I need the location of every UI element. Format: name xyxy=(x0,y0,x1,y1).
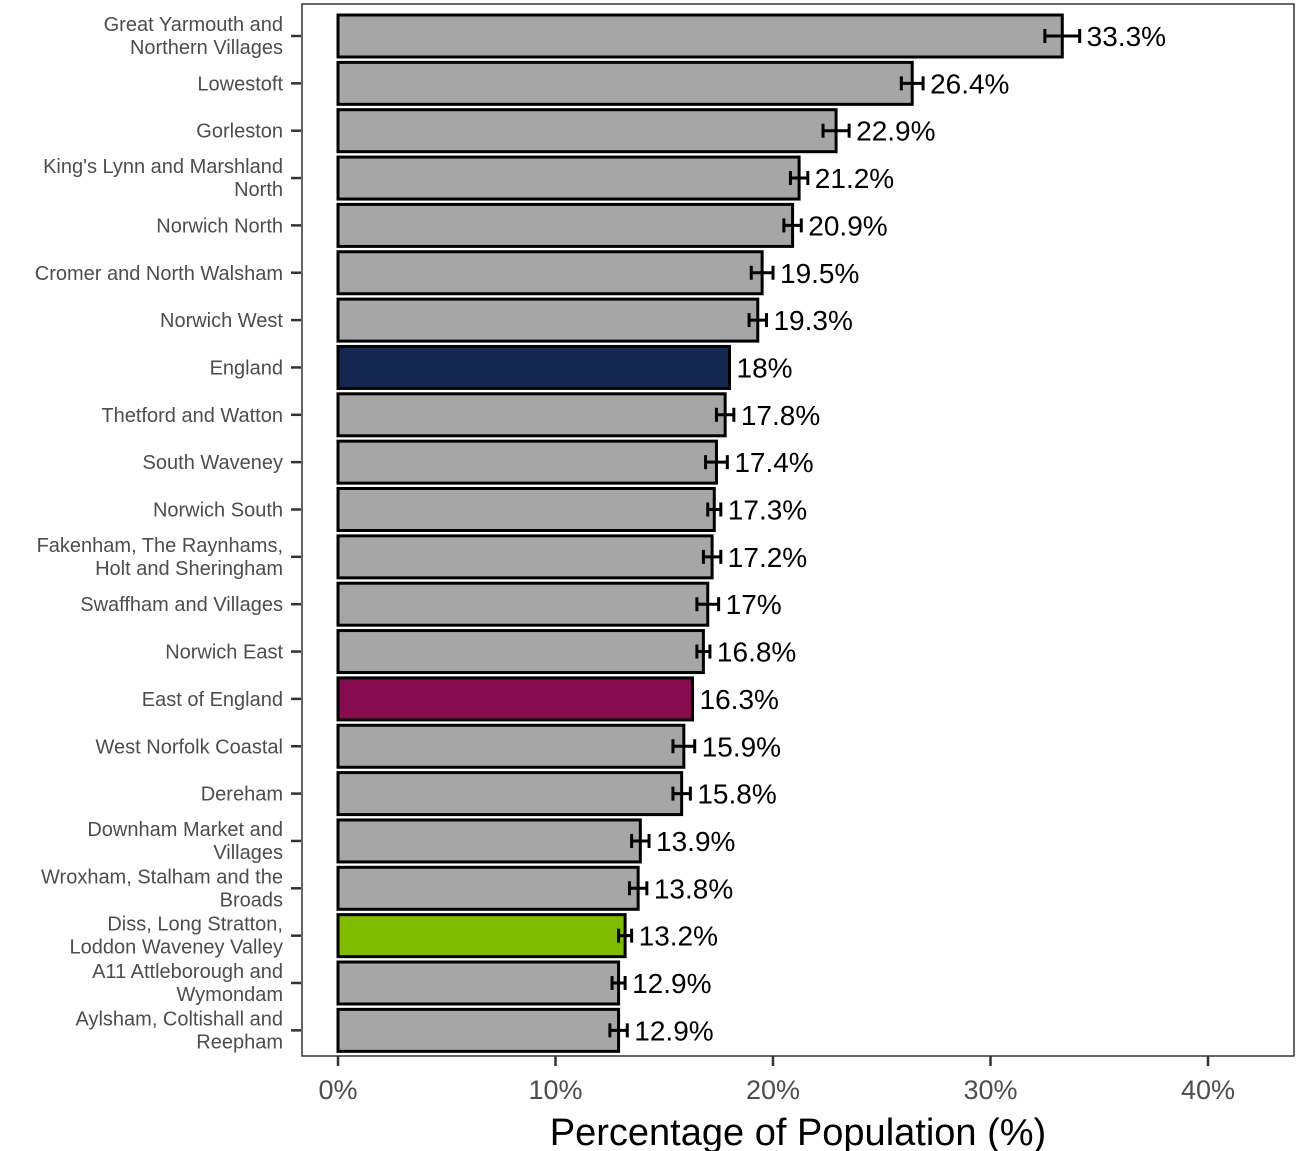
error-bar xyxy=(704,455,729,470)
value-label: 21.2% xyxy=(815,163,894,194)
category-label: West Norfolk Coastal xyxy=(96,736,283,758)
value-label: 13.2% xyxy=(639,921,718,952)
bar xyxy=(336,202,795,248)
category-label: Downham Market and Villages xyxy=(87,819,283,864)
category-label: Wroxham, Stalham and the Broads xyxy=(41,866,283,911)
x-tick-label: 30% xyxy=(963,1075,1017,1105)
bar xyxy=(336,392,727,438)
bar xyxy=(336,581,710,627)
value-label: 12.9% xyxy=(632,968,711,999)
bars-layer xyxy=(336,13,1064,1053)
error-bar xyxy=(617,928,634,943)
bar xyxy=(336,534,714,580)
error-bar xyxy=(714,407,736,422)
error-bar xyxy=(627,881,649,896)
value-label: 17.3% xyxy=(728,495,807,526)
bar xyxy=(336,487,716,532)
x-axis: 0% 10% 20% 30% 40% xyxy=(318,1056,1235,1105)
bar xyxy=(336,297,760,343)
bar xyxy=(336,60,914,106)
bar xyxy=(336,913,627,959)
category-label: South Waveney xyxy=(143,452,283,474)
category-label: Norwich North xyxy=(156,215,283,237)
bar xyxy=(336,1007,621,1053)
value-label: 15.8% xyxy=(697,779,776,810)
value-label: 19.3% xyxy=(773,305,852,336)
bar xyxy=(336,344,731,390)
value-label: 33.3% xyxy=(1087,21,1166,52)
value-label: 12.9% xyxy=(634,1015,713,1046)
value-label: 16.3% xyxy=(700,684,779,715)
category-label: Norwich East xyxy=(165,642,283,664)
bar xyxy=(336,13,1064,59)
category-labels-layer: Great Yarmouth and Northern Villages Lowes… xyxy=(35,14,301,1053)
error-bar xyxy=(788,171,810,186)
bar xyxy=(336,439,718,485)
bar xyxy=(336,865,640,911)
value-label: 19.5% xyxy=(780,258,859,289)
error-bar xyxy=(747,313,768,328)
category-label: Lowestoft xyxy=(197,73,283,95)
value-label: 13.8% xyxy=(654,873,733,904)
x-tick-label: 10% xyxy=(528,1075,582,1105)
bar xyxy=(336,108,838,154)
error-bar xyxy=(671,786,692,801)
bar xyxy=(336,155,801,201)
category-label: Swaffham and Villages xyxy=(80,594,283,616)
category-label: Norwich West xyxy=(160,310,283,332)
x-axis-title: Percentage of Population (%) xyxy=(550,1112,1046,1151)
category-label: King's Lynn and Marshland North xyxy=(43,156,283,201)
error-bar xyxy=(1043,29,1082,43)
bar xyxy=(336,250,764,296)
bar xyxy=(336,723,686,769)
category-label: England xyxy=(210,357,283,379)
bar xyxy=(336,676,695,722)
value-label: 17.4% xyxy=(734,447,813,478)
error-bars-layer xyxy=(608,29,1082,1038)
error-bar xyxy=(671,739,697,754)
category-label: Fakenham, The Raynhams, Holt and Sheringh… xyxy=(37,535,283,580)
error-bar xyxy=(749,265,775,280)
category-label: Dereham xyxy=(201,784,283,806)
error-bar xyxy=(899,76,925,91)
category-label: A11 Attleborough and Wymondam xyxy=(92,961,283,1006)
value-labels-layer: 33.3% 26.4% 22.9% 21.2% 20.9% 19.5% 19.3% 18% 17… xyxy=(632,21,1166,1046)
category-label: Norwich South xyxy=(153,500,283,522)
value-label: 13.9% xyxy=(656,826,735,857)
bar xyxy=(336,629,705,675)
error-bar xyxy=(630,833,651,848)
category-label: Aylsham, Coltishall and Reepham xyxy=(75,1008,283,1053)
error-bar xyxy=(821,123,851,138)
category-label: East of England xyxy=(142,689,283,711)
error-bar xyxy=(782,218,803,233)
value-label: 20.9% xyxy=(808,210,887,241)
error-bar xyxy=(695,644,712,659)
value-label: 17.8% xyxy=(741,400,820,431)
error-bar xyxy=(706,502,723,517)
value-label: 17% xyxy=(726,589,782,620)
category-label: Gorleston xyxy=(196,121,283,143)
error-bar xyxy=(695,597,721,612)
category-label: Diss, Long Stratton, Loddon Waveney Valle… xyxy=(70,914,283,959)
x-tick-label: 20% xyxy=(746,1075,800,1105)
category-label: Thetford and Watton xyxy=(101,405,283,427)
value-label: 26.4% xyxy=(930,68,1009,99)
x-tick-label: 40% xyxy=(1181,1075,1235,1105)
error-bar xyxy=(701,549,723,564)
bar xyxy=(336,771,684,817)
error-bar xyxy=(610,976,627,990)
x-tick-label: 0% xyxy=(318,1075,357,1105)
category-label: Great Yarmouth and Northern Villages xyxy=(104,14,283,59)
error-bar xyxy=(608,1023,629,1038)
value-label: 15.9% xyxy=(702,731,781,762)
value-label: 18% xyxy=(737,352,793,383)
value-label: 16.8% xyxy=(717,637,796,668)
category-label: Cromer and North Walsham xyxy=(35,263,283,285)
bar xyxy=(336,818,642,864)
value-label: 22.9% xyxy=(856,116,935,147)
value-label: 17.2% xyxy=(728,542,807,573)
bar xyxy=(336,960,621,1006)
